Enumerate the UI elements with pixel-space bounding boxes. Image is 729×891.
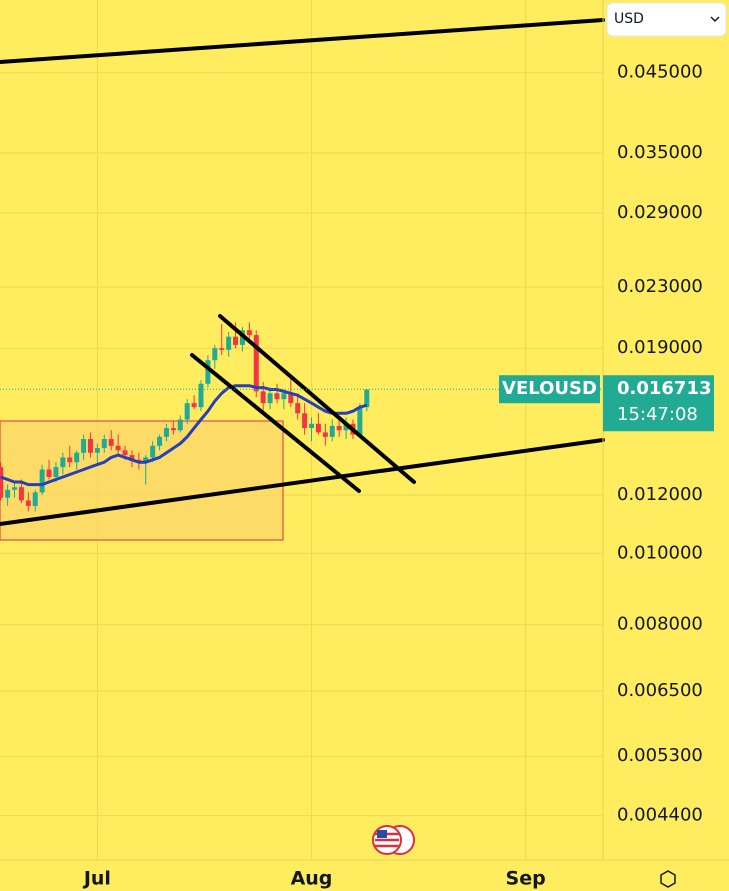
candle-body (246, 330, 252, 336)
candle-body (302, 413, 308, 429)
flag-canton (377, 830, 387, 838)
candle-body (198, 383, 204, 408)
dropdown-arrow (710, 16, 720, 23)
candle-body (260, 391, 266, 404)
candle-body (32, 492, 38, 506)
y-tick-label: 0.012000 (617, 484, 703, 505)
candle-body (129, 455, 135, 460)
events-icon[interactable] (372, 825, 415, 855)
candle-body (143, 457, 149, 463)
candle-body (274, 393, 280, 400)
y-tick-label: 0.029000 (617, 202, 703, 223)
candle-body (281, 393, 287, 400)
candle-body (108, 439, 114, 446)
y-tick-label: 0.010000 (617, 542, 703, 563)
x-tick-label: Aug (291, 868, 333, 890)
candle-body (46, 469, 52, 477)
candle-body (5, 489, 11, 498)
candle-body (170, 428, 176, 431)
candle-body (219, 348, 225, 350)
candle-body (101, 439, 107, 449)
x-tick-label: Sep (506, 868, 546, 890)
candle-body (267, 393, 273, 404)
candle-body (212, 348, 218, 361)
candle-body (315, 423, 321, 433)
candle-body (12, 487, 18, 490)
candle-body (74, 452, 80, 463)
candle-body (81, 439, 87, 453)
candle-body (122, 450, 128, 456)
countdown-label: 15:47:08 (617, 404, 698, 425)
candle-body (39, 469, 45, 493)
candles (0, 322, 370, 512)
candle-body (191, 403, 197, 408)
grid (0, 0, 603, 860)
candle-body (60, 457, 66, 468)
price-labels: VELOUSD 0.016713 15:47:08 (0, 375, 714, 432)
y-tick-label: 0.006500 (617, 680, 703, 701)
candle-body (295, 403, 301, 414)
currency-button[interactable] (606, 2, 727, 37)
candle-body (288, 393, 294, 404)
price-tag (603, 375, 714, 432)
range-box (0, 420, 284, 541)
x-tick-label: Jul (82, 868, 111, 890)
y-tick-label: 0.008000 (617, 614, 703, 635)
candle-body (94, 448, 100, 453)
symbol-tag (499, 375, 600, 404)
y-tick-label: 0.023000 (617, 276, 703, 297)
settings-icon[interactable] (660, 870, 676, 888)
y-tick-label: 0.004400 (617, 805, 703, 826)
candle-body (67, 457, 73, 463)
candle-body (150, 445, 156, 458)
trend-lines (0, 18, 605, 526)
candle-body (163, 428, 169, 437)
candle-body (357, 407, 363, 435)
candle-body (53, 467, 59, 477)
candle-body (309, 423, 315, 429)
candle-body (177, 419, 183, 431)
y-tick-label: 0.019000 (617, 337, 703, 358)
trend-line (190, 353, 361, 493)
trend-line (218, 314, 416, 484)
candle-body (322, 432, 328, 437)
candle-body (329, 425, 335, 437)
candle-body (184, 403, 190, 420)
candle-body (115, 445, 121, 451)
moving-average (0, 384, 368, 487)
candle-body (25, 500, 31, 506)
candle-body (253, 335, 259, 392)
candle-body (205, 360, 211, 384)
axis-labels: 0.045000 0.035000 0.029000 0.023000 0.019000… (82, 62, 703, 890)
candle-body (233, 336, 239, 345)
y-tick-label: 0.045000 (617, 62, 703, 83)
last-price-label: 0.016713 (617, 378, 712, 399)
candle-body (157, 436, 163, 446)
trend-line (0, 438, 605, 526)
candle-body (0, 467, 4, 498)
trend-line (0, 18, 605, 64)
candle-body (87, 439, 93, 453)
symbol-label: VELOUSD (502, 378, 597, 399)
candle-body (343, 423, 349, 431)
y-tick-label: 0.005300 (617, 745, 703, 766)
currency-label: USD (614, 11, 644, 27)
y-tick-label: 0.035000 (617, 142, 703, 163)
candle-body (364, 389, 370, 408)
currency-select[interactable]: USD (606, 2, 727, 37)
candle-body (336, 425, 342, 431)
candle-body (18, 487, 24, 501)
candle-body (226, 336, 232, 350)
